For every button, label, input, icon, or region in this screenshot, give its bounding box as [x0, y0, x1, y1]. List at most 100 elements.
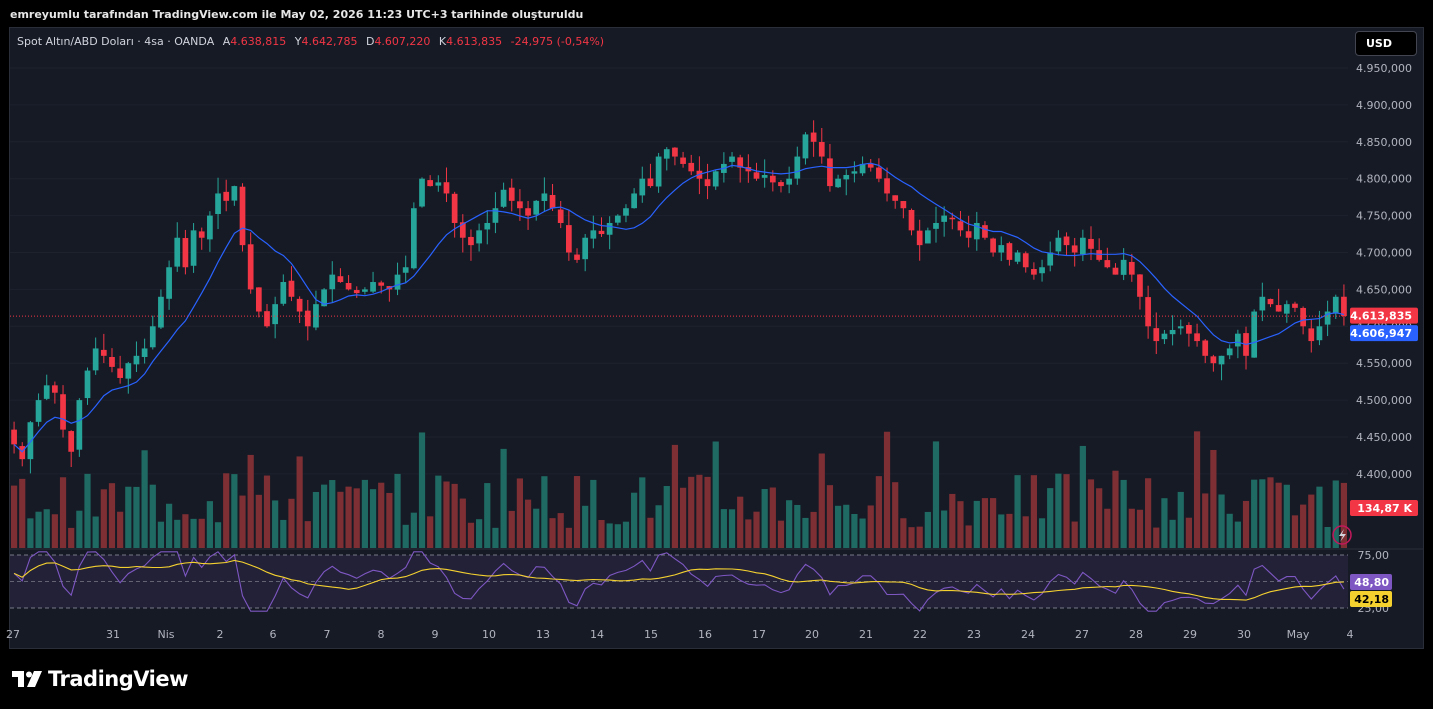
volume-bar — [1006, 513, 1013, 548]
volume-bar — [272, 500, 279, 548]
volume-bar — [516, 478, 524, 548]
volume-bar — [369, 489, 377, 548]
last-price-label-bg — [1350, 307, 1418, 324]
candle-body — [924, 230, 931, 244]
rsi-ma-line — [13, 559, 1344, 601]
volume-bar — [728, 509, 736, 548]
time-tick-label: 16 — [698, 628, 712, 641]
candle-body — [1031, 269, 1037, 275]
volume-bar — [329, 480, 336, 548]
candle-body — [451, 193, 458, 223]
tradingview-logo[interactable]: TradingView — [12, 667, 188, 691]
candle-body — [1022, 253, 1029, 268]
volume-bar — [712, 441, 719, 548]
volume-bar — [345, 486, 352, 548]
volume-bar — [337, 491, 344, 548]
time-tick-label: 8 — [378, 628, 385, 641]
candle-body — [761, 175, 768, 178]
candle-body — [117, 368, 123, 378]
price-tick-label: 4.650,000 — [1356, 283, 1412, 296]
volume-bar — [198, 518, 205, 548]
volume-bar — [214, 522, 222, 548]
volume-bar — [1087, 479, 1095, 548]
candle-body — [737, 157, 744, 168]
volume-bar — [182, 514, 189, 548]
volume-bar — [965, 525, 972, 548]
candle-body — [680, 157, 686, 164]
volume-bar — [255, 494, 262, 548]
volume-bar — [973, 500, 980, 548]
time-tick-label: 30 — [1237, 628, 1251, 641]
volume-bar — [1340, 482, 1348, 548]
volume-bar — [1047, 488, 1054, 548]
candle-body — [1014, 252, 1021, 262]
candle-body — [582, 237, 589, 260]
volume-bar — [476, 519, 483, 548]
price-tick-label: 4.400,000 — [1356, 468, 1412, 481]
candle-body — [843, 175, 850, 180]
candle-body — [786, 178, 792, 185]
candle-body — [198, 231, 205, 238]
candle-body — [525, 208, 531, 216]
low-key: D — [365, 35, 375, 48]
volume-bar — [386, 492, 393, 548]
volume-bar — [321, 484, 328, 548]
volume-bar — [737, 496, 744, 548]
volume-bar — [932, 441, 940, 548]
volume-bar — [524, 499, 532, 548]
volume-bar — [720, 509, 727, 548]
volume-bar — [1300, 504, 1307, 548]
candle-body — [835, 178, 841, 188]
candle-body — [1226, 348, 1233, 356]
time-tick-label: Nis — [157, 628, 174, 641]
volume-bar — [35, 511, 42, 548]
candle-body — [27, 422, 34, 460]
last-price-label: 4.613,835 — [1350, 310, 1412, 323]
volume-bar — [1291, 515, 1299, 548]
volume-bar — [941, 510, 948, 548]
candle-body — [933, 222, 939, 229]
candle-body — [1096, 250, 1103, 260]
volume-bar — [247, 454, 254, 548]
volume-bar — [361, 479, 368, 548]
volume-bar — [533, 508, 540, 548]
candle-body — [1194, 333, 1200, 342]
time-tick-label: 15 — [644, 628, 658, 641]
candle-body — [827, 158, 833, 187]
candle-body — [288, 280, 295, 297]
time-tick-label: 22 — [913, 628, 927, 641]
lightning-icon-glyph — [1339, 529, 1346, 542]
candle-body — [84, 370, 91, 399]
candle-body — [484, 222, 491, 230]
currency-button[interactable]: USD — [1355, 31, 1417, 56]
volume-bar — [410, 512, 417, 548]
chart-caption: emreyumlu tarafından TradingView.com ile… — [10, 8, 584, 21]
candle-body — [810, 132, 817, 142]
volume-bar — [1324, 526, 1331, 548]
volume-bar — [990, 498, 997, 548]
candle-body — [541, 193, 548, 201]
volume-bar — [663, 486, 670, 548]
price-tick-label: 4.750,000 — [1356, 210, 1412, 223]
candle-body — [508, 187, 515, 201]
volume-bar — [704, 476, 711, 548]
volume-bar — [165, 503, 173, 548]
candle-body — [729, 156, 735, 162]
candle-body — [1332, 296, 1339, 314]
candle-body — [908, 209, 915, 231]
volume-bar — [631, 492, 638, 548]
time-tick-label: 6 — [270, 628, 277, 641]
volume-bar — [1038, 518, 1046, 548]
rsi-ma-value-label: 42,18 — [1354, 593, 1389, 606]
volume-bar — [688, 476, 695, 548]
volume-bar — [353, 488, 360, 548]
volume-bar — [1283, 484, 1290, 548]
price-tick-label: 4.950,000 — [1356, 62, 1412, 75]
volume-bar — [557, 513, 564, 548]
candle-body — [345, 282, 352, 290]
volume-bar — [1267, 477, 1274, 548]
time-tick-label: 27 — [1075, 628, 1089, 641]
candle-body — [329, 274, 336, 290]
volume-bar — [402, 524, 409, 548]
